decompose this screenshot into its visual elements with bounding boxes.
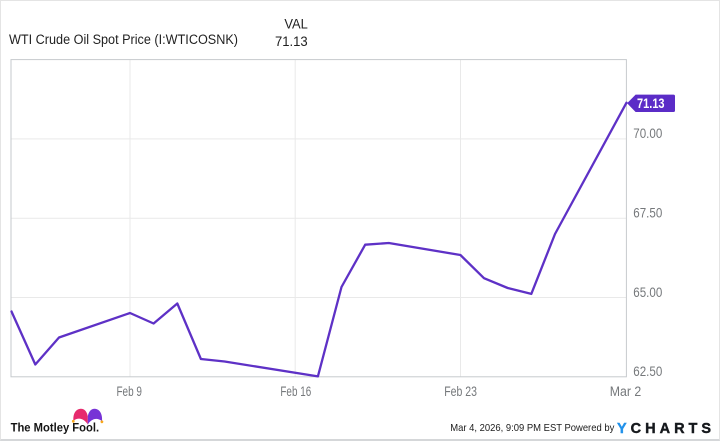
svg-text:70.00: 70.00 xyxy=(633,126,662,141)
svg-text:71.13: 71.13 xyxy=(637,96,665,111)
svg-text:Feb 16: Feb 16 xyxy=(280,384,311,399)
svg-text:Feb 9: Feb 9 xyxy=(116,384,142,399)
svg-text:62.50: 62.50 xyxy=(633,364,662,379)
svg-text:Mar 2: Mar 2 xyxy=(610,384,642,399)
svg-text:YCHARTS: YCHARTS xyxy=(617,421,715,437)
svg-text:VAL: VAL xyxy=(284,16,308,32)
svg-text:The Motley Fool.: The Motley Fool. xyxy=(11,422,100,435)
svg-text:Mar 4, 2026, 9:09 PM EST Power: Mar 4, 2026, 9:09 PM EST Powered by xyxy=(450,423,615,434)
svg-text:67.50: 67.50 xyxy=(633,206,662,221)
svg-text:71.13: 71.13 xyxy=(275,33,308,49)
svg-text:WTI Crude Oil Spot Price (I:WT: WTI Crude Oil Spot Price (I:WTICOSNK) xyxy=(9,32,238,47)
svg-text:Feb 23: Feb 23 xyxy=(444,384,477,399)
svg-text:65.00: 65.00 xyxy=(633,285,662,300)
